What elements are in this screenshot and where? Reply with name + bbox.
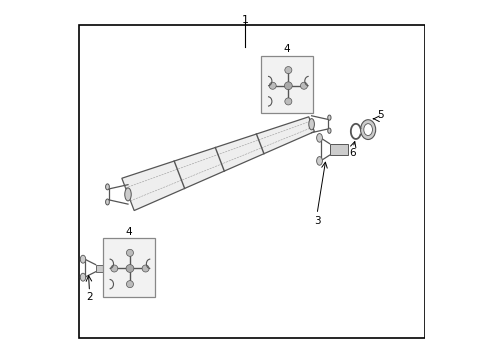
- Bar: [96, 265, 104, 272]
- Ellipse shape: [80, 273, 86, 281]
- Ellipse shape: [269, 82, 276, 89]
- Bar: [79, 25, 425, 338]
- Ellipse shape: [361, 120, 376, 140]
- Bar: [330, 144, 347, 155]
- Text: 1: 1: [242, 15, 248, 25]
- Ellipse shape: [328, 115, 331, 120]
- Ellipse shape: [309, 118, 315, 130]
- Ellipse shape: [285, 98, 292, 105]
- Ellipse shape: [126, 249, 133, 256]
- Ellipse shape: [317, 134, 322, 142]
- Ellipse shape: [284, 82, 292, 90]
- Ellipse shape: [300, 82, 308, 89]
- Ellipse shape: [328, 128, 331, 133]
- Ellipse shape: [105, 184, 109, 190]
- Ellipse shape: [126, 265, 134, 273]
- Ellipse shape: [364, 124, 372, 136]
- Text: 2: 2: [86, 292, 93, 302]
- Ellipse shape: [105, 199, 109, 205]
- Ellipse shape: [126, 281, 133, 288]
- Ellipse shape: [80, 255, 86, 263]
- Text: 5: 5: [377, 110, 383, 120]
- Ellipse shape: [317, 157, 322, 165]
- Bar: [261, 56, 314, 113]
- Polygon shape: [122, 117, 315, 211]
- Text: 4: 4: [126, 227, 132, 237]
- Ellipse shape: [142, 265, 149, 272]
- Ellipse shape: [111, 265, 118, 272]
- Text: 4: 4: [284, 44, 291, 54]
- Text: 3: 3: [314, 216, 320, 226]
- Ellipse shape: [285, 67, 292, 73]
- Ellipse shape: [125, 188, 131, 201]
- Text: 6: 6: [350, 148, 356, 158]
- Bar: [103, 238, 155, 297]
